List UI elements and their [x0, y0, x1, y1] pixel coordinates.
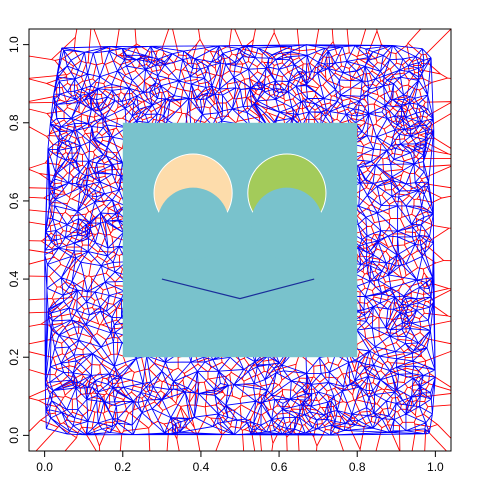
- mouth-line: [161, 278, 315, 300]
- left-crescent-mask: [157, 187, 230, 260]
- y-tick-label: 1.0: [7, 36, 21, 53]
- x-tick-label: 0.2: [114, 460, 131, 474]
- x-axis: 0.0 0.2 0.4 0.6 0.8 1.0: [36, 450, 444, 474]
- right-crescent-mask: [250, 187, 323, 260]
- x-tick-label: 0.6: [271, 460, 288, 474]
- overlay-panel: [122, 122, 358, 358]
- x-tick-label: 0.0: [36, 460, 53, 474]
- x-tick-label: 0.8: [349, 460, 366, 474]
- face-overlay: [122, 122, 358, 358]
- y-tick-label: 0.4: [7, 270, 21, 287]
- y-tick-label: 0.0: [7, 427, 21, 444]
- y-tick-label: 0.6: [7, 192, 21, 209]
- y-axis: 0.0 0.2 0.4 0.6 0.8 1.0: [7, 36, 30, 444]
- y-tick-label: 0.8: [7, 114, 21, 131]
- x-tick-label: 1.0: [427, 460, 444, 474]
- y-tick-label: 0.2: [7, 349, 21, 366]
- x-tick-label: 0.4: [193, 460, 210, 474]
